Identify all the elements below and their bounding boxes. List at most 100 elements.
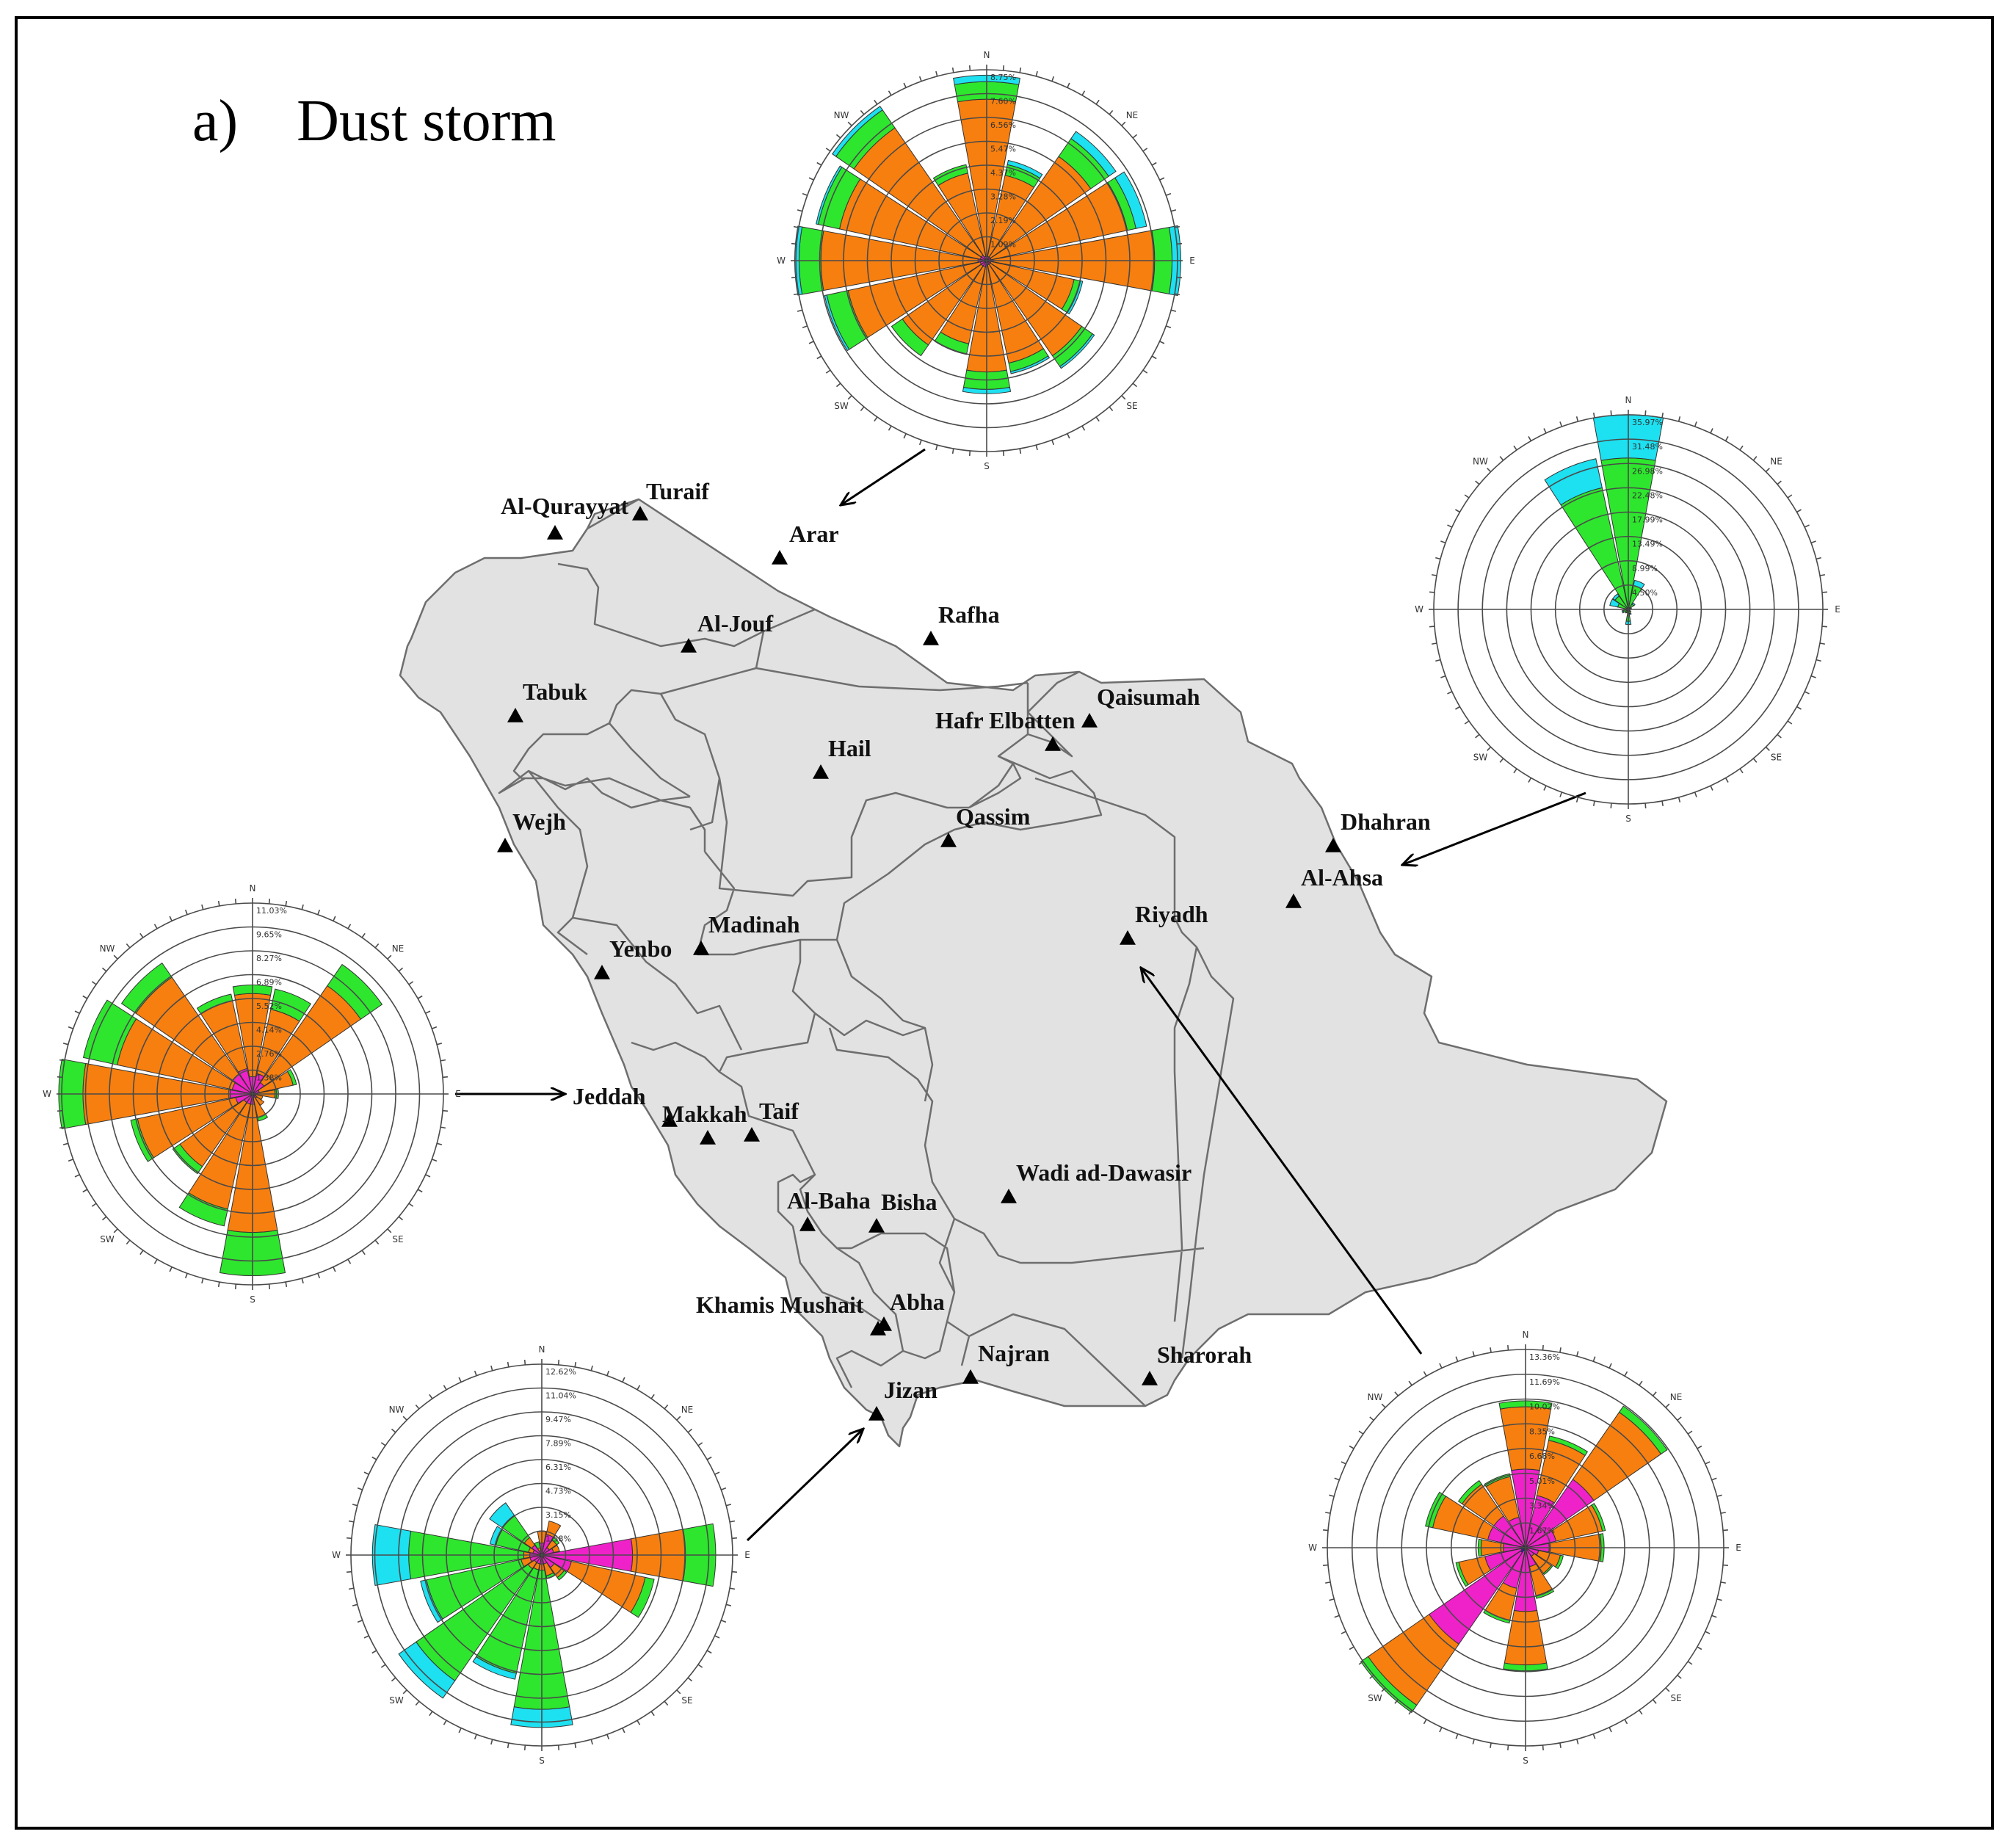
rose-ring-label: 6.56%	[990, 120, 1016, 130]
rose-tick	[101, 967, 107, 972]
rose-direction-label: S	[539, 1755, 545, 1766]
rose-tick	[268, 898, 271, 905]
rose-tick	[590, 1365, 593, 1371]
rose-direction-label: W	[1415, 604, 1423, 615]
rose-tick	[1513, 768, 1517, 774]
rose-tick	[888, 425, 892, 431]
rose-tick	[1819, 642, 1826, 645]
rose-ring-label: 1.09%	[990, 240, 1016, 250]
rose-petal	[1591, 1503, 1606, 1532]
rose-tick	[57, 1076, 63, 1079]
rose-direction-label: S	[984, 461, 990, 471]
rose-tick	[139, 932, 144, 938]
rose-tick	[1752, 456, 1758, 461]
city-sharorah: Sharorah	[1142, 1341, 1252, 1385]
rose-tick	[935, 444, 938, 451]
rose-tick	[1499, 456, 1504, 461]
city-marker-icon	[497, 838, 513, 852]
rose-ring-label: 4.73%	[545, 1487, 571, 1496]
rose-tick	[1716, 1494, 1722, 1497]
rose-tick	[1575, 797, 1579, 802]
rose-tick	[968, 450, 971, 457]
rose-tick	[347, 1258, 352, 1264]
rose-tick	[1710, 428, 1713, 434]
rose-tick	[835, 134, 841, 139]
city-marker-icon	[507, 708, 523, 722]
rose-petal	[1059, 333, 1095, 369]
rose-tick	[1592, 1356, 1596, 1362]
city-qaisumah: Qaisumah	[1081, 684, 1200, 728]
city-marker-icon	[1045, 736, 1061, 751]
rose-direction-label: N	[1523, 1330, 1529, 1340]
rose-petal	[1609, 598, 1620, 608]
rose-tick	[201, 1278, 204, 1284]
city-marker-icon	[1142, 1371, 1158, 1385]
city-marker-icon	[876, 1316, 892, 1331]
rose-tick	[606, 1734, 610, 1740]
rose-petal	[120, 962, 173, 1014]
rose-tick	[816, 162, 822, 166]
rose-tick	[1429, 626, 1435, 628]
rose-tick	[874, 99, 878, 105]
rose-tick	[1810, 540, 1816, 544]
rose-petal	[1006, 159, 1043, 179]
rose-direction-label: S	[1523, 1755, 1528, 1766]
rose-tick	[442, 1076, 449, 1079]
rose-tick	[1329, 1494, 1335, 1497]
rose-tick	[126, 1239, 131, 1245]
city-marker-icon	[1285, 894, 1302, 908]
rose-tick	[1652, 1699, 1657, 1704]
rose-ring-label: 5.47%	[990, 145, 1016, 154]
rose-tick	[1559, 1742, 1562, 1748]
rose-direction-label: SW	[389, 1695, 404, 1706]
city-marker-icon	[868, 1406, 885, 1421]
city-makkah: Makkah	[662, 1101, 747, 1145]
rose-tick	[1608, 1727, 1612, 1733]
rose-tick	[1051, 440, 1055, 446]
city-label: Hafr Elbatten	[935, 707, 1076, 733]
city-marker-icon	[1120, 930, 1136, 945]
rose-tick	[1677, 1674, 1682, 1679]
rose-tick	[1035, 70, 1038, 77]
rose-tick	[201, 904, 204, 910]
rose-direction-label: NW	[389, 1405, 405, 1415]
rose-tick	[1665, 1687, 1670, 1692]
rose-tick	[268, 1283, 271, 1290]
city-label: Al-Baha	[787, 1187, 871, 1214]
rose-direction-label: NE	[681, 1405, 694, 1415]
rose-tick	[1716, 1598, 1722, 1601]
rose-direction-label: N	[984, 50, 990, 60]
rose-tick	[676, 1416, 681, 1421]
rose-petal	[1618, 1405, 1668, 1455]
rose-tick	[1499, 758, 1504, 763]
rose-direction-label: SE	[681, 1695, 692, 1706]
city-label: Madinah	[708, 911, 800, 938]
rose-tick	[1334, 1615, 1340, 1618]
rose-tick	[1665, 1403, 1670, 1408]
rose-tick	[415, 1404, 420, 1410]
rose-tick	[301, 1278, 304, 1284]
rose-tick	[398, 1216, 404, 1221]
city-marker-icon	[940, 833, 957, 847]
rose-direction-label: SW	[1368, 1693, 1382, 1703]
rose-tick	[706, 1456, 712, 1460]
rose-ring-label: 17.99%	[1632, 515, 1663, 525]
rose-ring-label: 1.38%	[256, 1073, 282, 1083]
rose-tick	[606, 1370, 610, 1376]
rose-tick	[1431, 573, 1437, 576]
rose-tick	[1095, 99, 1100, 105]
rose-tick	[62, 1142, 69, 1145]
rose-direction-label: N	[1625, 395, 1632, 405]
rose-petal	[932, 164, 968, 186]
rose-tick	[361, 1250, 366, 1255]
city-label: Tabuk	[523, 678, 587, 705]
figure-frame	[15, 16, 1994, 1830]
rose-petal	[270, 988, 311, 1022]
rose-petal	[1114, 171, 1147, 229]
rose-tick	[1644, 410, 1647, 416]
rose-tick	[951, 448, 954, 454]
rose-tick	[825, 369, 831, 374]
city-tabuk: Tabuk	[507, 678, 587, 722]
rose-ring-label: 5.01%	[1529, 1476, 1555, 1486]
rose-tick	[1576, 1351, 1579, 1357]
